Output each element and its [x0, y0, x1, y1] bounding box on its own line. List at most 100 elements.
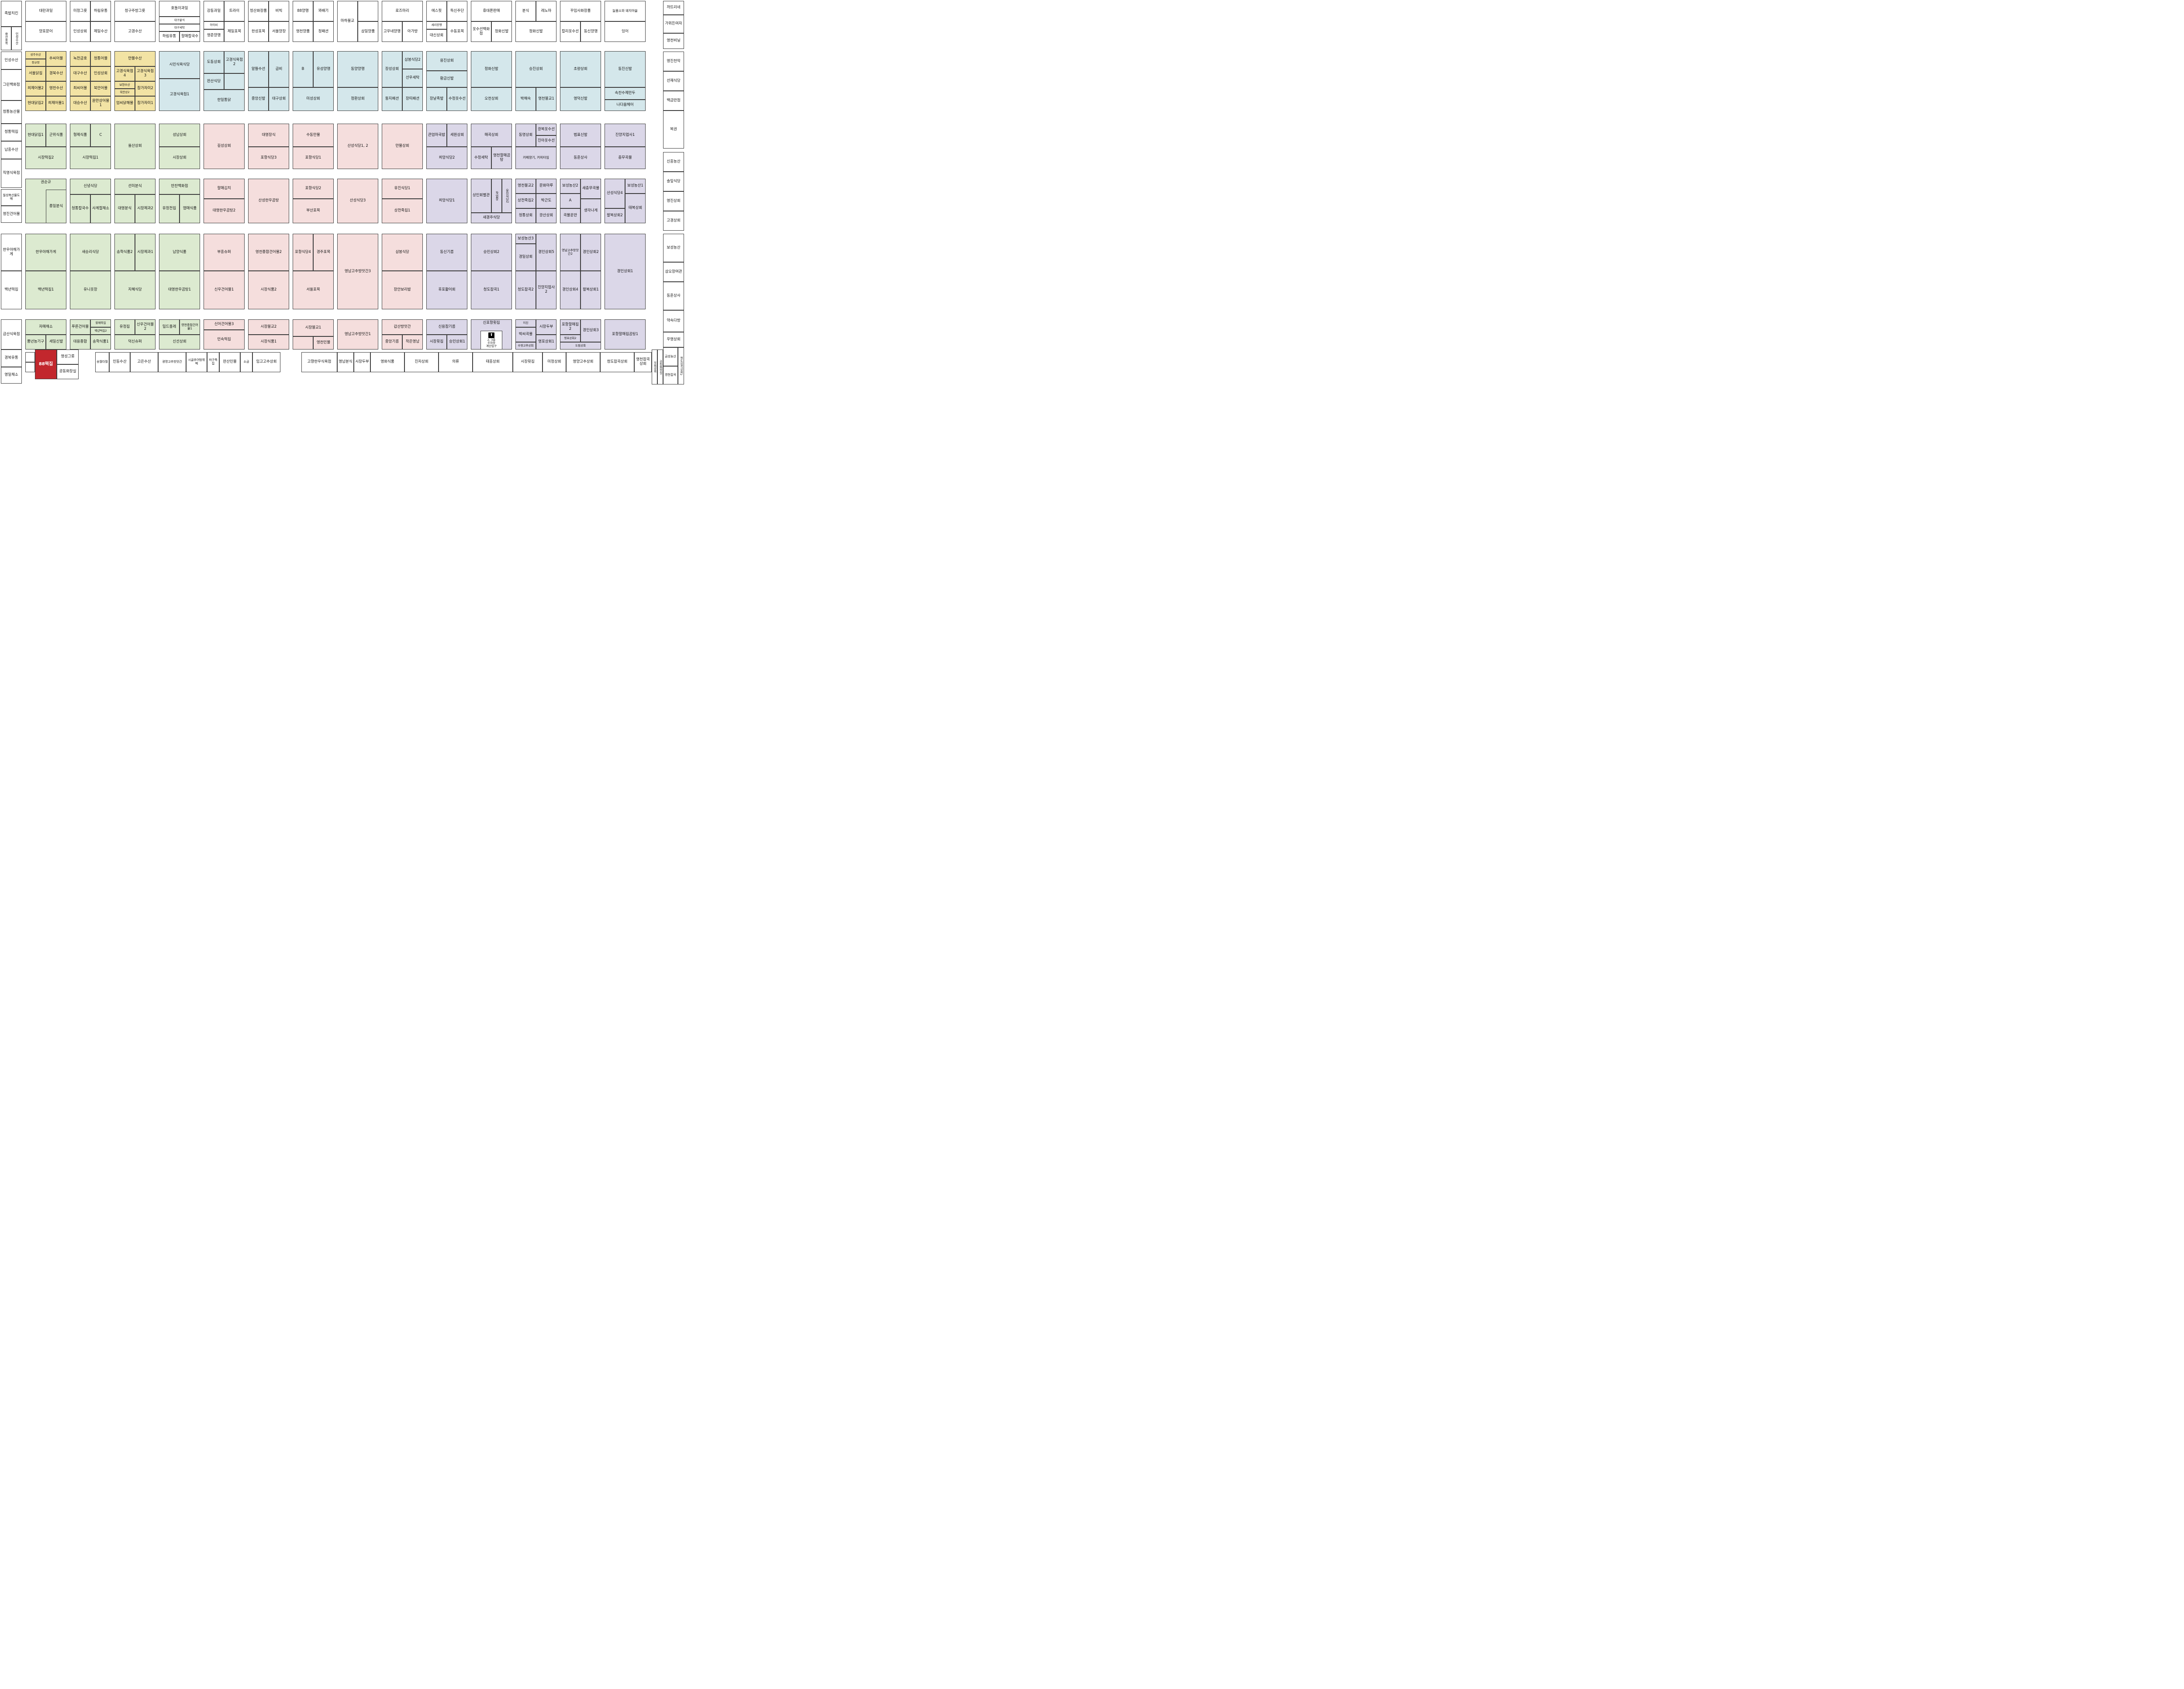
stall-cell: 청도잡곡2	[515, 271, 536, 309]
stall-cell: 유성양행	[313, 51, 334, 87]
stall-cell: 고은수산	[130, 352, 158, 372]
stall-cell: 참가자미1	[135, 96, 156, 111]
stall-cell: 88양행	[293, 1, 313, 21]
stall-cell: 정화신발	[471, 51, 512, 87]
stall-cell: 수정세탁	[471, 147, 491, 169]
stall-cell: 영천잡곡	[663, 366, 678, 384]
stall-cell: 신녕식당	[70, 179, 111, 194]
stall-cell: 팔복상회1	[581, 271, 601, 309]
stall-cell: 하림유통	[90, 1, 111, 21]
stall-cell: 삼일양품	[358, 21, 378, 42]
stall-cell: 밀드플레	[159, 319, 180, 335]
stall-cell: 시장제과2	[135, 194, 156, 223]
stall-cell: 득신주단	[447, 1, 467, 21]
stall-cell: 시장두부	[354, 352, 370, 372]
stall-cell: 미정상회	[543, 352, 566, 372]
stall-cell: 영양고추상회	[566, 352, 600, 372]
stall-cell: 부흥슈퍼	[204, 234, 245, 271]
stall-cell: 광명고추방앗간	[158, 352, 186, 372]
stall-cell: 후포활어회	[426, 271, 467, 309]
stall-cell: 잉어	[605, 21, 646, 42]
stall-cell: 고경식육점2	[224, 51, 245, 73]
stall-cell: 상전죽집1	[382, 199, 423, 223]
stall-cell: 청도잡곡상회	[600, 352, 634, 372]
stall-cell: 갑산방앗간	[382, 319, 423, 335]
stall-cell: 할매칼국수	[180, 31, 200, 42]
stall-cell: 영진상회	[663, 191, 684, 211]
stall-cell: 대영장식	[248, 124, 289, 147]
stall-cell: 경인상회2	[581, 234, 601, 271]
stall-cell: 문화마루	[536, 179, 556, 194]
stall-cell: 지혜식당	[114, 271, 156, 309]
stall-cell: 대영한우곰탕2	[204, 199, 245, 223]
stall-cell: 희망식당1	[426, 179, 467, 223]
stall-cell: 부산포목	[293, 199, 334, 223]
stall-cell: 시장제과1	[135, 234, 156, 271]
stall-cell: 송학식품1	[90, 335, 111, 350]
stall-cell: 경북수산	[46, 66, 66, 81]
stall-cell: 새승리식당	[70, 234, 111, 271]
stall-cell: 시장불교1	[293, 319, 334, 336]
market-map: 족발치킨 용산포목 인성수산 인성수산 그린백화점 청통농산물 청통떡집 남흥수산 직영식육점 칠…	[0, 0, 685, 384]
stall-cell: 레노마	[536, 1, 556, 21]
stall-cell: 보성농산3	[515, 234, 536, 244]
stall-cell: 수영고추상회	[515, 342, 536, 350]
stall-cell: 포항식당4	[293, 234, 313, 271]
stall-cell: 곡물운반	[560, 208, 581, 223]
stairs-note-line: 계단입구	[486, 344, 497, 348]
stall-cell: 칠성축산물도매	[1, 189, 22, 206]
stall-cell: 육만상2	[114, 89, 135, 96]
stall-cell: 시골추어탕뷔페	[186, 352, 207, 372]
stall-cell: 영천잡곡상회	[634, 352, 652, 372]
stall-cell: 대신상회	[426, 29, 447, 42]
stall-cell: 진자상회	[404, 352, 439, 372]
stall-cell: 옷수선백화점	[471, 21, 491, 42]
stall-cell: 인동수산	[109, 352, 130, 372]
stall-cell: 마구죽집	[207, 352, 219, 372]
stairs-note-line: 주차장	[487, 341, 495, 345]
stall-cell: 제일포목	[224, 21, 245, 42]
stall-cell: 그린백화점	[1, 69, 22, 100]
stall-cell: 영천비닐	[663, 33, 684, 49]
stall-cell: 고경수산	[114, 21, 156, 42]
stall-cell: 남양식품	[159, 234, 200, 271]
stall-cell: 사계절채소	[90, 194, 111, 223]
stall-cell: 작업장	[491, 179, 502, 213]
stall-cell: 한우야채가게	[25, 234, 66, 271]
stall-cell: 박해숙	[515, 87, 536, 111]
stall-cell: 자매채소	[25, 319, 66, 335]
stairs-note-line: 2, 3층	[487, 338, 496, 342]
stall-cell: 송월타월	[95, 352, 109, 372]
stall-cell: 청통어물	[90, 51, 111, 66]
stall-cell: 포항할매집곰탕1	[605, 319, 646, 350]
stall-cell: 범표신발	[560, 124, 601, 147]
stall-cell: 길성상회	[204, 124, 245, 169]
stall-cell: 시장두부	[536, 319, 556, 335]
stall-cell: 하림유통	[159, 31, 180, 42]
stall-cell: 영천수산	[46, 81, 66, 96]
stall-cell: 한성포목	[248, 21, 269, 42]
stall-cell: 생각나게	[581, 199, 601, 223]
stall-cell: 고경식육점4	[114, 66, 135, 81]
unlabeled-cell	[25, 362, 35, 372]
stall-cell: 수정옷수선	[447, 87, 467, 111]
stall-cell: 승민상회1	[447, 335, 467, 350]
stall-cell: 선미분식	[114, 179, 156, 194]
stall-cell: 진양지업사1	[605, 124, 646, 147]
stall-cell: 동훈상사	[663, 282, 684, 310]
stall-cell: 영남분식	[337, 352, 354, 372]
stall-cell: 산성한우곰탕	[248, 179, 289, 223]
stall-cell: 청도잡곡1	[471, 271, 512, 309]
stall-cell: 영성그릇	[57, 350, 79, 364]
stall-cell: 상전죽집2	[515, 194, 536, 208]
stall-cell: 고경식육점1	[159, 79, 200, 111]
stall-cell: 동훈상사	[560, 147, 601, 169]
parking-stairs-entrance: ⬆ 2, 3층 주차장 계단입구	[480, 331, 502, 350]
stall-cell: 신용참기름	[426, 319, 467, 335]
stall-cell: 포항할매집2	[560, 319, 581, 335]
stall-cell: 마하불교	[337, 1, 358, 42]
stall-cell: 휴대폰판매	[471, 1, 512, 21]
stall-cell: 약속다방	[663, 310, 684, 332]
stall-cell: 고경상회	[663, 211, 684, 231]
stall-cell: 인성수산	[11, 27, 22, 50]
